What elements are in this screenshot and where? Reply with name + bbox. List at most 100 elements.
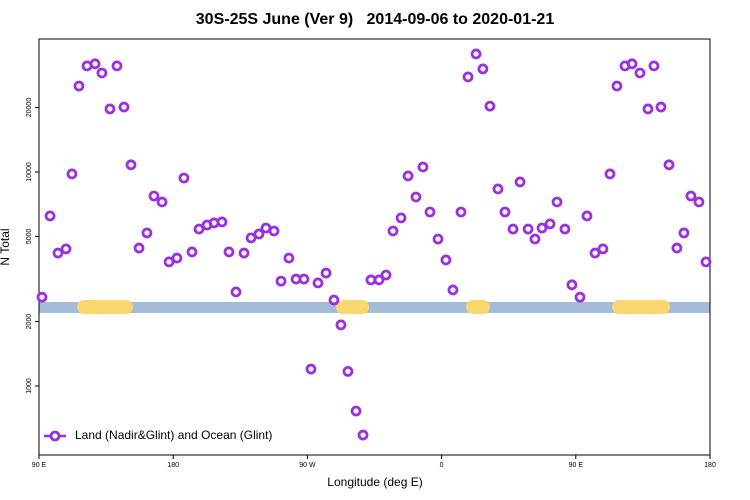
data-point [492,183,504,195]
data-point [373,274,385,286]
data-point [634,67,646,79]
data-point [73,80,85,92]
data-point [305,363,317,375]
land-band [612,300,670,314]
data-point [89,58,101,70]
data-point [230,286,242,298]
data-point [671,242,683,254]
data-point [380,269,392,281]
data-point [685,190,697,202]
data-point [186,246,198,258]
data-point [193,223,205,235]
data-point [133,242,145,254]
data-point [223,246,235,258]
x-tick-label: 180 [167,462,179,469]
land-band [466,300,490,314]
data-point [178,172,190,184]
data-point [589,247,601,259]
data-point [298,273,310,285]
data-point [581,210,593,222]
data-point [275,275,287,287]
data-point [402,170,414,182]
data-point [440,254,452,266]
data-point [477,63,489,75]
data-point [245,232,257,244]
land-band [336,300,369,314]
data-point [350,405,362,417]
data-point [417,161,429,173]
data-point [424,206,436,218]
plot-frame [38,38,711,456]
data-point [455,206,467,218]
data-point [357,429,369,441]
data-point [626,58,638,70]
data-point [678,227,690,239]
data-point [253,228,265,240]
x-tick-label: 90 W [299,462,316,469]
data-point [559,223,571,235]
data-point [507,223,519,235]
data-point [141,227,153,239]
data-point [171,252,183,264]
data-point [693,196,705,208]
data-point [335,319,347,331]
data-point [44,210,56,222]
data-point [574,291,586,303]
data-point [410,191,422,203]
data-point [484,100,496,112]
ocean-band [39,302,710,313]
y-tick-label: 20000 [26,98,33,118]
legend-label: Land (Nadir&Glint) and Ocean (Glint) [75,428,272,442]
data-point [283,252,295,264]
data-point [312,277,324,289]
y-tick-label: 1000 [26,378,33,394]
data-point [432,233,444,245]
data-point [320,267,332,279]
y-tick-label: 10000 [26,162,33,182]
data-point [268,225,280,237]
data-point [462,71,474,83]
chart-title: 30S-25S June (Ver 9) 2014-09-06 to 2020-… [196,11,555,28]
data-point [522,223,534,235]
data-point [544,218,556,230]
data-point [447,284,459,296]
data-point [342,366,354,377]
land-band [77,300,133,314]
data-point [499,206,511,218]
x-tick-label: 180 [704,462,716,469]
data-point [655,101,667,113]
data-point [238,247,250,259]
y-tick-label: 5000 [26,228,33,244]
data-point [104,103,116,115]
data-point [96,67,108,79]
x-tick-label: 0 [440,462,444,469]
data-point [663,159,675,171]
x-tick-label: 90 E [569,462,584,469]
x-tick-label: 90 E [32,462,47,469]
data-point [387,225,399,237]
data-point [597,243,609,255]
data-point [536,222,548,234]
data-point [611,80,623,92]
data-point [648,60,660,72]
data-point [551,196,563,208]
data-point [118,101,130,113]
data-point [156,196,168,208]
data-point [566,279,578,291]
data-point [328,294,340,306]
data-point [148,190,160,202]
x-axis-label: Longitude (deg E) [327,475,422,489]
y-axis-label: N Total [0,228,12,265]
data-point [642,103,654,115]
data-point [60,243,72,255]
data-point [216,216,228,228]
data-point [700,256,712,268]
data-point [52,247,64,259]
y-tick-label: 2000 [26,314,33,330]
data-point [111,60,123,72]
data-point [125,159,137,171]
legend-marker [49,430,61,442]
data-point [163,256,175,268]
data-point [529,233,541,245]
